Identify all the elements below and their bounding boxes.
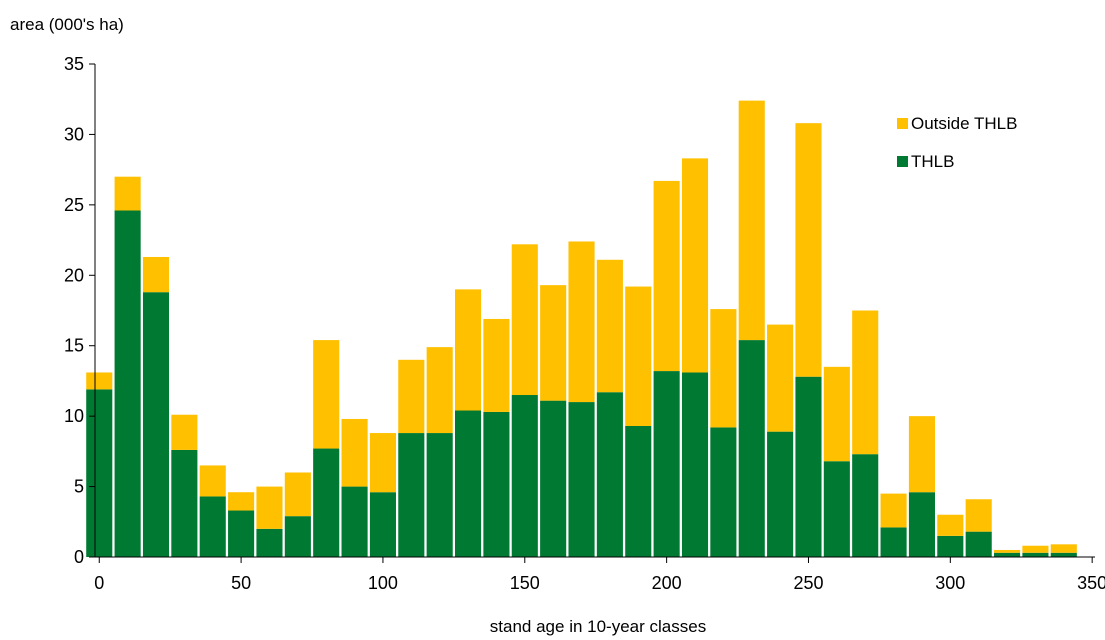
x-tick-label-300: 300 [935, 573, 965, 593]
y-tick-label-15: 15 [64, 336, 84, 356]
bar-thlb-90 [341, 486, 368, 557]
y-tick-label-20: 20 [64, 265, 84, 285]
x-axis-title: stand age in 10-year classes [490, 617, 706, 636]
bar-thlb-50 [228, 510, 255, 557]
y-tick-label-5: 5 [74, 477, 84, 497]
bar-outside-thlb-50 [228, 492, 255, 511]
bar-outside-thlb-110 [398, 359, 425, 434]
bar-outside-thlb-260 [823, 366, 850, 462]
bar-outside-thlb-150 [511, 244, 538, 396]
bar-outside-thlb-120 [426, 347, 453, 434]
bar-thlb-100 [369, 492, 396, 557]
bar-thlb-310 [965, 531, 992, 557]
bar-outside-thlb-220 [710, 309, 737, 428]
bar-thlb-220 [710, 427, 737, 557]
bar-outside-thlb-270 [852, 310, 879, 455]
bar-thlb-130 [455, 410, 482, 557]
bar-outside-thlb-290 [908, 416, 935, 493]
bar-thlb-260 [823, 461, 850, 557]
legend-swatch-thlb [897, 156, 908, 167]
bar-thlb-10 [114, 210, 141, 558]
bar-outside-thlb-180 [596, 259, 623, 393]
bar-thlb-300 [937, 535, 964, 557]
axes-group [89, 63, 1095, 563]
y-tick-label-0: 0 [74, 547, 84, 567]
bar-thlb-160 [540, 400, 567, 557]
bar-thlb-280 [880, 527, 907, 557]
bar-thlb-290 [908, 492, 935, 557]
bar-outside-thlb-140 [483, 318, 510, 412]
bar-thlb-140 [483, 411, 510, 557]
x-tick-label-250: 250 [793, 573, 823, 593]
bar-outside-thlb-100 [369, 433, 396, 493]
bar-thlb-180 [596, 392, 623, 557]
legend: Outside THLB THLB [897, 114, 1017, 171]
bar-outside-thlb-30 [171, 414, 198, 450]
bar-thlb-70 [284, 516, 311, 557]
y-tick-label-35: 35 [64, 54, 84, 74]
legend-label-thlb: THLB [911, 152, 954, 171]
bar-outside-thlb-320 [994, 549, 1021, 553]
bar-thlb-40 [199, 496, 226, 557]
bar-outside-thlb-10 [114, 176, 141, 211]
bar-thlb-20 [142, 292, 170, 557]
bar-outside-thlb-160 [540, 285, 567, 401]
bar-outside-thlb-300 [937, 514, 964, 536]
bar-thlb-30 [171, 449, 198, 557]
bar-outside-thlb-130 [455, 289, 482, 411]
bar-outside-thlb-20 [142, 256, 170, 293]
bar-outside-thlb-190 [625, 286, 652, 426]
bar-outside-thlb-330 [1022, 545, 1049, 553]
bar-thlb-320 [994, 552, 1021, 557]
bar-thlb-60 [256, 528, 283, 557]
legend-swatch-outside-thlb [897, 118, 908, 129]
y-tick-label-30: 30 [64, 124, 84, 144]
bar-outside-thlb-280 [880, 493, 907, 528]
bar-outside-thlb-170 [568, 241, 595, 403]
bar-thlb-240 [767, 431, 794, 557]
bar-outside-thlb-60 [256, 486, 283, 529]
bar-outside-thlb-40 [199, 465, 226, 497]
bar-thlb-210 [681, 372, 709, 557]
y-axis-title: area (000's ha) [10, 15, 124, 34]
x-tick-label-50: 50 [231, 573, 251, 593]
bar-outside-thlb-90 [341, 418, 368, 487]
bar-thlb-340 [1050, 552, 1077, 557]
bar-outside-thlb-80 [313, 340, 340, 449]
bar-thlb-80 [313, 448, 340, 557]
bar-outside-thlb-0 [86, 372, 113, 390]
bars-group [86, 100, 1077, 558]
bar-thlb-0 [86, 389, 113, 557]
bar-thlb-230 [738, 340, 765, 557]
bar-outside-thlb-340 [1050, 544, 1077, 553]
bar-outside-thlb-310 [965, 499, 992, 532]
bar-outside-thlb-210 [681, 158, 709, 373]
bar-thlb-170 [568, 402, 595, 557]
bar-thlb-330 [1022, 552, 1049, 557]
bar-outside-thlb-230 [738, 100, 765, 341]
bar-thlb-190 [625, 426, 652, 557]
bar-thlb-110 [398, 433, 425, 557]
bar-thlb-150 [511, 395, 538, 557]
bar-thlb-270 [852, 454, 879, 557]
bar-outside-thlb-250 [795, 123, 822, 377]
x-tick-label-350: 350 [1077, 573, 1105, 593]
bar-thlb-200 [653, 371, 680, 557]
x-tick-label-200: 200 [652, 573, 682, 593]
legend-label-outside-thlb: Outside THLB [911, 114, 1017, 133]
bar-outside-thlb-70 [284, 472, 311, 517]
bar-outside-thlb-200 [653, 180, 680, 372]
x-tick-label-0: 0 [94, 573, 104, 593]
y-tick-label-10: 10 [64, 406, 84, 426]
x-tick-label-150: 150 [510, 573, 540, 593]
x-tick-label-100: 100 [368, 573, 398, 593]
bar-thlb-120 [426, 433, 453, 557]
bar-thlb-250 [795, 376, 822, 557]
bar-outside-thlb-240 [767, 324, 794, 432]
y-tick-label-25: 25 [64, 195, 84, 215]
